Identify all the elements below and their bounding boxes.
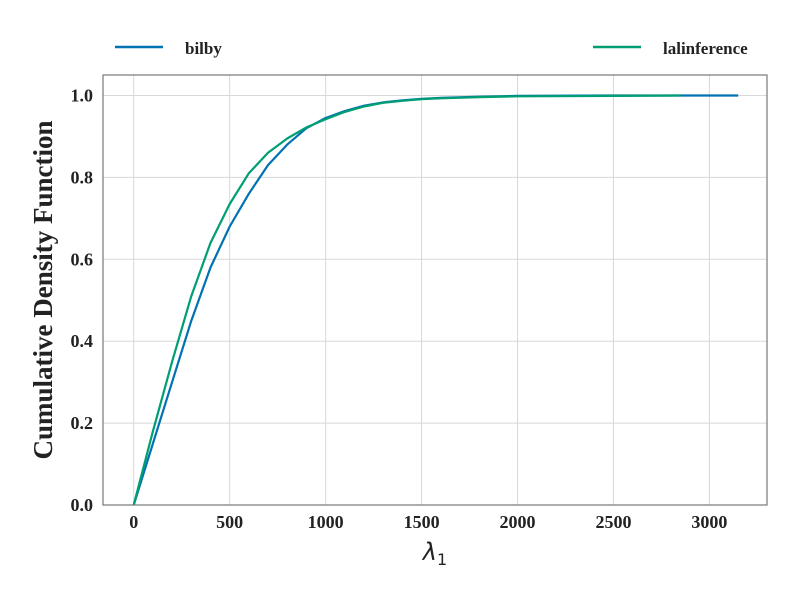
series-line-lalinference [132,94,681,506]
legend: bilby lalinference [115,39,748,58]
x-tick-label: 1000 [308,512,344,532]
legend-item-bilby: bilby [115,39,222,58]
series-layer [132,94,739,506]
y-tick-labels: 0.0 0.2 0.4 0.6 0.8 1.0 [71,85,94,515]
x-tick-label: 2000 [500,512,536,532]
legend-label: bilby [185,39,222,58]
x-tick-label: 3000 [691,512,727,532]
x-tick-label: 500 [216,512,243,532]
x-axis-label: λ1 [421,538,447,569]
x-axis-label-main: λ [421,538,437,566]
y-tick-label: 0.6 [71,249,94,269]
x-tick-label: 0 [129,512,138,532]
series-line-bilby [132,94,739,506]
y-tick-label: 0.4 [71,331,94,351]
legend-label: lalinference [663,39,748,58]
x-tick-label: 2500 [595,512,631,532]
y-tick-label: 1.0 [71,85,94,105]
y-tick-label: 0.0 [71,495,94,515]
legend-item-lalinference: lalinference [593,39,748,58]
y-tick-label: 0.2 [71,413,94,433]
x-axis-label-subscript: 1 [437,550,447,569]
plot-frame [102,74,768,506]
x-tick-labels: 0 500 1000 1500 2000 2500 3000 [129,512,727,532]
y-axis-label: Cumulative Density Function [28,120,58,459]
y-tick-label: 0.8 [71,167,94,187]
x-tick-label: 1500 [404,512,440,532]
